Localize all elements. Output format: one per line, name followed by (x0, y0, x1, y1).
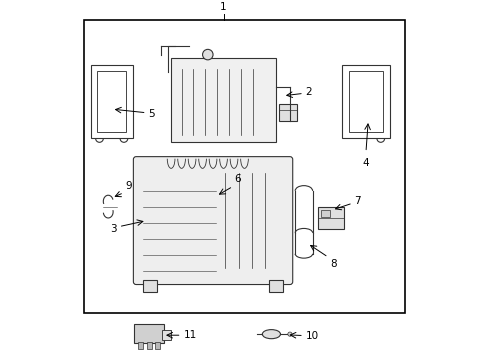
Bar (171, 58, 275, 142)
Text: 5: 5 (148, 109, 155, 119)
Bar (268, 280, 283, 292)
Text: 3: 3 (110, 224, 117, 234)
FancyBboxPatch shape (133, 157, 292, 284)
Bar (138, 342, 142, 349)
Ellipse shape (262, 330, 280, 339)
Bar (146, 342, 151, 349)
Text: 8: 8 (329, 259, 336, 269)
Bar (91, 65, 132, 139)
Text: 7: 7 (354, 196, 361, 206)
Bar (321, 210, 329, 217)
Bar (348, 71, 383, 132)
Bar (134, 324, 164, 343)
Text: 4: 4 (362, 158, 368, 168)
Bar (83, 20, 405, 313)
Bar (317, 207, 344, 229)
Text: 9: 9 (125, 181, 131, 191)
Circle shape (287, 332, 291, 336)
Bar (155, 342, 160, 349)
Bar (97, 71, 126, 132)
Bar (279, 104, 296, 121)
Text: 6: 6 (234, 174, 241, 184)
Text: 1: 1 (220, 2, 226, 12)
Bar (342, 65, 389, 139)
Bar (143, 280, 157, 292)
Bar (162, 330, 171, 340)
Circle shape (202, 49, 213, 60)
Text: 10: 10 (305, 330, 318, 341)
Text: 2: 2 (305, 87, 312, 98)
Text: 11: 11 (183, 330, 196, 340)
